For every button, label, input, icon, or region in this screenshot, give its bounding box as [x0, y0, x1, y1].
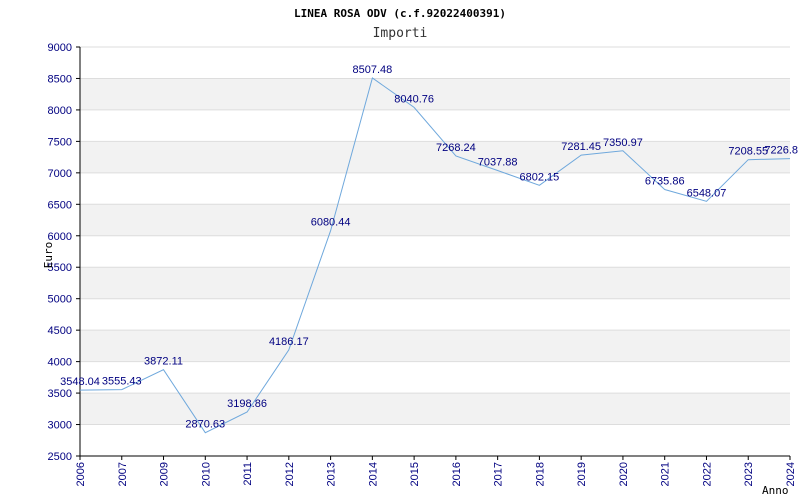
- y-tick-label: 8000: [48, 105, 72, 117]
- x-tick-label: 2023: [743, 462, 755, 486]
- x-tick-label: 2017: [493, 462, 505, 486]
- data-label: 7208.55: [728, 146, 768, 158]
- data-label: 7281.45: [561, 141, 601, 153]
- x-tick-label: 2013: [326, 462, 338, 486]
- data-label: 8040.76: [394, 93, 434, 105]
- y-tick-label: 4000: [48, 357, 72, 369]
- y-tick-label: 5500: [48, 262, 72, 274]
- series: [79, 77, 791, 434]
- chart-title: LINEA ROSA ODV (c.f.92022400391): [294, 7, 506, 20]
- y-tick-label: 3500: [48, 388, 72, 400]
- data-label: 3198.86: [227, 398, 267, 410]
- x-tick-label: 2020: [618, 462, 630, 486]
- x-axis-label: Anno: [762, 484, 789, 497]
- x-tick-label: 2012: [284, 462, 296, 486]
- data-label: 4186.17: [269, 336, 309, 348]
- x-tick-label: 2019: [576, 462, 588, 486]
- x-tick-label: 2022: [701, 462, 713, 486]
- x-tick-label: 2024: [785, 462, 797, 486]
- data-label: 3872.11: [144, 356, 183, 368]
- data-label: 8507.48: [352, 64, 392, 76]
- x-tick-label: 2014: [367, 462, 379, 486]
- x-tick-label: 2011: [242, 462, 254, 486]
- y-tick-label: 6000: [48, 231, 72, 243]
- grid-band: [80, 330, 790, 362]
- data-label: 7037.88: [478, 156, 518, 168]
- x-tick-label: 2009: [159, 462, 171, 486]
- data-label: 6802.15: [520, 171, 560, 183]
- y-tick-label: 5000: [48, 294, 72, 306]
- grid-band: [80, 393, 790, 425]
- y-tick-labels: 2500 3000 3500 4000 4500 5000 5500 6000 6500 7000…: [48, 42, 72, 463]
- x-tick-label: 2007: [117, 462, 129, 486]
- data-label: 7268.24: [436, 142, 476, 154]
- grid-band: [80, 267, 790, 299]
- gridlines: [80, 46, 790, 457]
- data-label: 6080.44: [311, 217, 351, 229]
- y-tick-label: 9000: [48, 42, 72, 54]
- grid-bands: [80, 78, 790, 425]
- data-label: 6735.86: [645, 175, 685, 187]
- x-tick-label: 2016: [451, 462, 463, 486]
- x-tick-label: 2018: [534, 462, 546, 486]
- data-label: 7350.97: [603, 137, 643, 149]
- y-tick-label: 2500: [48, 451, 72, 463]
- x-tick-label: 2010: [200, 462, 212, 486]
- data-label: 3548.04: [60, 376, 100, 388]
- grid-band: [80, 78, 790, 110]
- data-label: 7226.8: [764, 145, 798, 157]
- y-tick-label: 7000: [48, 168, 72, 180]
- y-tick-label: 6500: [48, 199, 72, 211]
- y-axis-label: Euro: [42, 242, 55, 269]
- axes: [76, 46, 791, 460]
- y-tick-label: 8500: [48, 73, 72, 85]
- x-tick-labels: 2006 2007 2009 2010 2011 2012 2013 2014 2015 2016…: [75, 462, 797, 486]
- data-label: 3555.43: [102, 376, 142, 388]
- y-tick-label: 7500: [48, 136, 72, 148]
- x-tick-label: 2006: [75, 462, 87, 486]
- grid-band: [80, 204, 790, 236]
- series-line: [79, 77, 791, 434]
- x-tick-label: 2021: [660, 462, 672, 486]
- y-tick-label: 4500: [48, 325, 72, 337]
- grid-band: [80, 141, 790, 173]
- chart-subtitle: Importi: [373, 26, 428, 41]
- data-label: 6548.07: [687, 187, 727, 199]
- x-tick-label: 2015: [409, 462, 421, 486]
- data-label: 2870.63: [185, 419, 225, 431]
- y-tick-label: 3000: [48, 420, 72, 432]
